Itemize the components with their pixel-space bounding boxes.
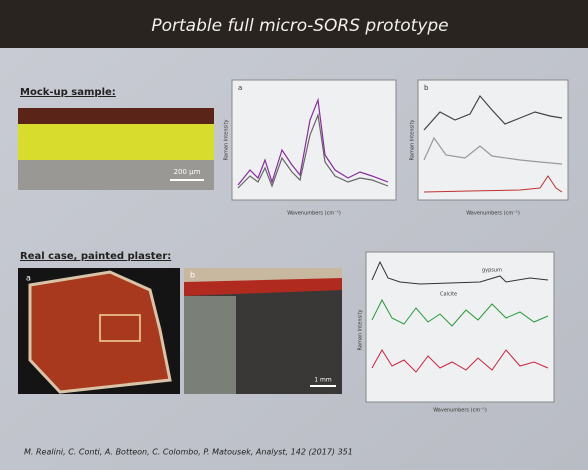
slide-title: Portable full micro-SORS prototype bbox=[151, 16, 448, 36]
x-axis-label: Wavenumbers (cm⁻¹) bbox=[466, 211, 520, 217]
y-axis-label: Raman Intensity bbox=[410, 120, 416, 161]
scale-bar-label: 200 µm bbox=[174, 168, 201, 176]
panel-label: a bbox=[238, 84, 242, 92]
section-heading: Mock-up sample: bbox=[20, 87, 116, 98]
plot-annotation: gypsum bbox=[482, 268, 502, 274]
panel-label: b bbox=[190, 271, 195, 280]
spectrum-plot-c: Calcite gypsum Wavenumbers (cm⁻¹) Raman … bbox=[358, 252, 555, 414]
plot-annotation: Calcite bbox=[440, 292, 457, 298]
section-heading: Real case, painted plaster: bbox=[20, 251, 171, 262]
spectrum-plot-b: b Wavenumbers (cm⁻¹) Raman Intensity bbox=[410, 80, 569, 217]
citation: M. Realini, C. Conti, A. Botteon, C. Col… bbox=[24, 448, 353, 457]
panel-label: a bbox=[26, 274, 31, 283]
plaster-image-a: a bbox=[18, 268, 180, 394]
plaster-image-b: 1 mm b bbox=[184, 268, 342, 394]
y-axis-label: Raman Intensity bbox=[224, 120, 230, 161]
mockup-image: 200 µm bbox=[18, 108, 214, 190]
y-axis-label: Raman Intensity bbox=[358, 310, 364, 351]
spectrum-plot-a: a Wavenumbers (cm⁻¹) Raman Intensity bbox=[224, 80, 397, 217]
slide: Portable full micro-SORS prototype Mock-… bbox=[0, 0, 588, 470]
panel-label: b bbox=[424, 84, 429, 92]
x-axis-label: Wavenumbers (cm⁻¹) bbox=[287, 211, 341, 217]
scale-bar-label: 1 mm bbox=[314, 377, 332, 384]
x-axis-label: Wavenumbers (cm⁻¹) bbox=[433, 408, 487, 414]
